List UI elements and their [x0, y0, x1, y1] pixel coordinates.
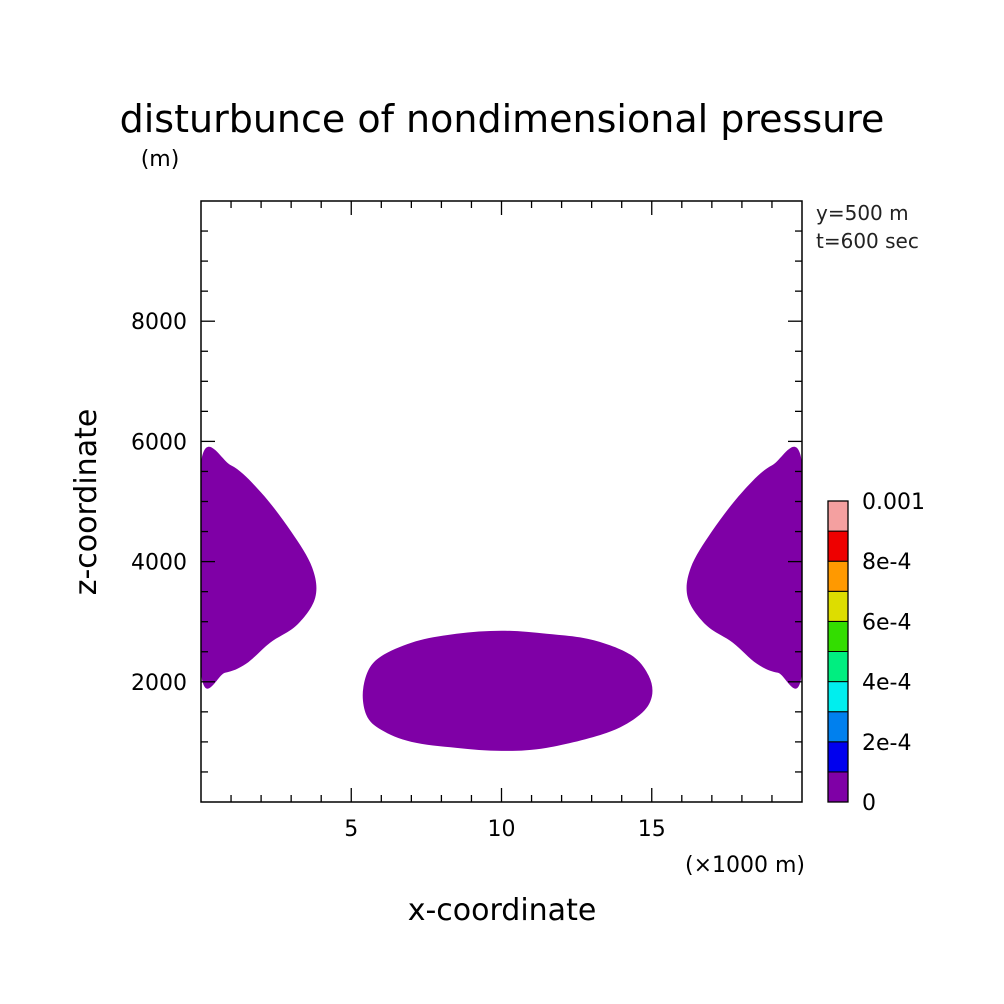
- colorbar-swatch: [827, 560, 849, 592]
- colorbar-swatch: [827, 771, 849, 803]
- colorbar-tick-label: 6e-4: [862, 610, 911, 635]
- y-axis-label: z-coordinate: [69, 409, 104, 596]
- contour-region-bottom-center-blob: [362, 630, 653, 751]
- x-tick-label: 10: [488, 817, 516, 842]
- x-axis-label: x-coordinate: [408, 893, 597, 928]
- contour-region-right-lobe: [686, 446, 802, 689]
- x-tick-label: 5: [344, 817, 358, 842]
- colorbar-swatch: [827, 500, 849, 532]
- colorbar-swatch: [827, 530, 849, 562]
- colorbar-tick-label: 0.001: [862, 490, 925, 515]
- y-tick-label: 6000: [131, 430, 187, 455]
- colorbar-swatch: [827, 681, 849, 713]
- colorbar-swatch: [827, 620, 849, 653]
- y-tick-label: 2000: [131, 671, 187, 696]
- colorbar-tick-label: 0: [862, 791, 876, 816]
- colorbar-tick-label: 8e-4: [862, 550, 911, 575]
- chart-title: disturbunce of nondimensional pressure: [120, 97, 885, 141]
- annotation-t: t=600 sec: [816, 229, 919, 253]
- colorbar-swatch: [827, 741, 849, 773]
- colorbar-swatch: [827, 711, 849, 743]
- x-unit-label: (×1000 m): [685, 853, 805, 878]
- axis-ticks: 5 10 15 2000 4000 6000 8000: [131, 201, 802, 842]
- units-label: (m): [141, 147, 180, 172]
- contour-region-left-lobe: [201, 446, 317, 689]
- plot-area: 5 10 15 2000 4000 6000 8000: [131, 200, 803, 842]
- colorbar-tick-label: 2e-4: [862, 731, 911, 756]
- y-tick-label: 8000: [131, 310, 187, 335]
- colorbar-swatch: [827, 590, 849, 622]
- colorbar-tick-label: 4e-4: [862, 671, 911, 696]
- y-tick-label: 4000: [131, 551, 187, 576]
- colorbar-swatch: [827, 651, 849, 683]
- annotation-y: y=500 m: [816, 201, 909, 225]
- colorbar-frame: [827, 500, 849, 803]
- x-tick-label: 15: [638, 817, 666, 842]
- colorbar: 0 2e-4 4e-4 6e-4 8e-4 0.001: [827, 490, 925, 816]
- contour-regions: [201, 446, 802, 751]
